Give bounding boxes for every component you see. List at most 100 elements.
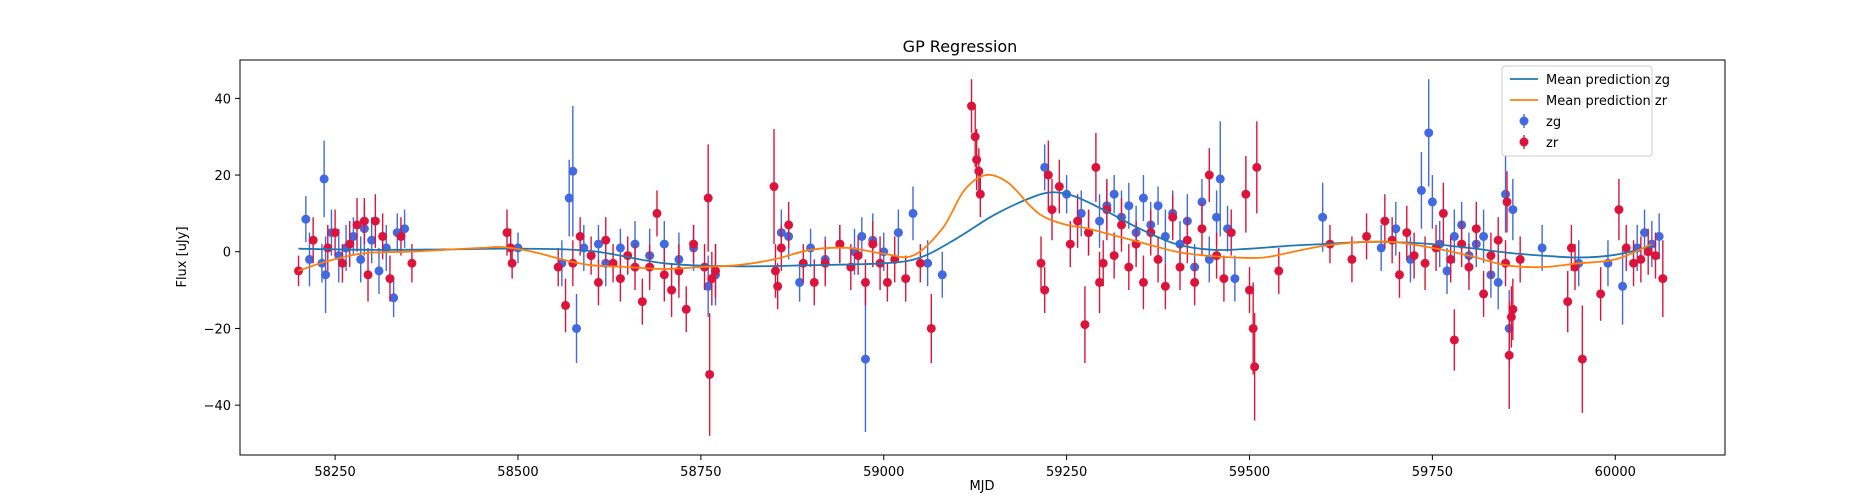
data-point-zr [1040, 285, 1050, 295]
data-point-zg [857, 231, 867, 241]
data-point-zr [773, 281, 783, 291]
data-point-zg [568, 166, 578, 176]
data-point-zg [304, 254, 314, 264]
data-point-zr [586, 251, 596, 261]
data-point-zr [1479, 289, 1489, 299]
data-point-zr [575, 231, 585, 241]
legend-entry: zr [1519, 135, 1559, 151]
data-point-zg [301, 214, 311, 224]
data-point-zr [352, 220, 362, 230]
x-tick-label: 59500 [1229, 465, 1270, 480]
y-tick-label: −40 [204, 399, 231, 414]
data-point-zg [659, 239, 669, 249]
data-point-zr [1651, 251, 1661, 261]
plot-inner [294, 79, 1668, 436]
legend-label: zg [1546, 115, 1561, 130]
data-point-zr [784, 220, 794, 230]
data-point-zg [321, 270, 331, 280]
data-point-zr [1621, 243, 1631, 253]
data-point-zr [798, 258, 808, 268]
legend-entry: zg [1519, 114, 1561, 130]
data-point-zr [359, 216, 369, 226]
legend-box [1501, 65, 1653, 157]
data-point-zr [615, 274, 625, 284]
data-point-zr [1160, 281, 1170, 291]
data-point-zr [553, 262, 563, 272]
data-point-zr [1362, 231, 1372, 241]
data-point-zr [1095, 277, 1105, 287]
y-tick-label: 20 [214, 169, 231, 184]
data-point-zr [776, 243, 786, 253]
data-point-zr [1116, 220, 1126, 230]
y-tick-label: 0 [223, 246, 231, 261]
data-point-zr [1197, 224, 1207, 234]
data-point-zg [1138, 193, 1148, 203]
data-point-zr [323, 243, 333, 253]
data-point-zr [970, 132, 980, 142]
data-point-zg [348, 231, 358, 241]
data-point-zr [975, 189, 985, 199]
data-point-zr [1124, 262, 1134, 272]
data-point-zr [637, 297, 647, 307]
data-point-zr [407, 258, 417, 268]
data-point-zr [1506, 312, 1516, 322]
data-point-zr [1629, 258, 1639, 268]
data-point-zr [1449, 335, 1459, 345]
data-point-zg [795, 277, 805, 287]
data-point-zg [937, 270, 947, 280]
data-point-zg [1654, 231, 1664, 241]
data-point-zr [1508, 304, 1518, 314]
data-point-zg [923, 258, 933, 268]
data-point-zr [593, 277, 603, 287]
series-zg [301, 79, 1664, 432]
data-point-zr [1252, 162, 1262, 172]
data-point-zg [1215, 174, 1225, 184]
legend-entry: Mean prediction zr [1510, 94, 1668, 109]
data-point-zr [363, 270, 373, 280]
data-point-zr [561, 300, 571, 310]
data-point-zr [901, 274, 911, 284]
data-point-zg [1076, 208, 1086, 218]
data-point-zg [593, 239, 603, 249]
data-point-zr [1065, 239, 1075, 249]
data-point-zr [1394, 270, 1404, 280]
data-point-zr [710, 266, 720, 276]
x-axis-label: MJD [969, 479, 994, 494]
data-point-zg [1095, 216, 1105, 226]
data-point-zr [1098, 258, 1108, 268]
data-point-zr [1175, 262, 1185, 272]
data-point-zg [1537, 243, 1547, 253]
data-point-zg [1479, 231, 1489, 241]
data-point-zg [1124, 201, 1134, 211]
data-point-zr [1248, 323, 1258, 333]
data-point-zr [1138, 277, 1148, 287]
data-point-zr [1241, 189, 1251, 199]
data-point-zg [400, 224, 410, 234]
data-point-zr [330, 228, 340, 238]
data-point-zr [667, 285, 677, 295]
axes [239, 59, 1726, 456]
data-point-zr [1464, 262, 1474, 272]
x-tick-label: 59750 [1412, 465, 1453, 480]
data-point-zg [1618, 281, 1628, 291]
data-point-zg [1376, 243, 1386, 253]
data-point-zr [1182, 235, 1192, 245]
data-point-zr [601, 235, 611, 245]
data-point-zg [356, 254, 366, 264]
data-point-zr [1190, 277, 1200, 287]
data-point-zg [1391, 224, 1401, 234]
data-point-zr [1658, 274, 1668, 284]
data-point-zr [337, 258, 347, 268]
data-point-zr [882, 277, 892, 287]
data-point-zr [1471, 224, 1481, 234]
data-point-zr [1043, 170, 1053, 180]
data-point-zr [1504, 350, 1514, 360]
data-point-zg [860, 354, 870, 364]
data-point-zr [1566, 243, 1576, 253]
data-point-zr [1274, 266, 1284, 276]
data-point-zr [645, 262, 655, 272]
data-point-zg [1501, 189, 1511, 199]
x-tick-label: 58500 [497, 465, 538, 480]
data-point-zr [502, 228, 512, 238]
